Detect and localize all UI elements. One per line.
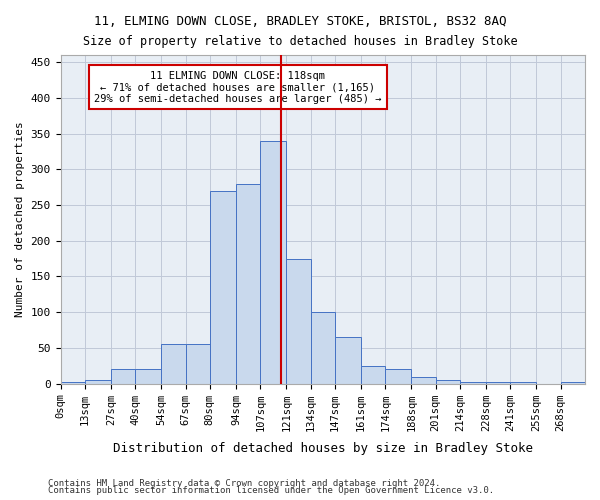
Bar [185,344,210,384]
Bar [385,370,412,384]
Text: Contains HM Land Registry data © Crown copyright and database right 2024.: Contains HM Land Registry data © Crown c… [48,478,440,488]
Bar [361,366,385,384]
Bar [135,370,161,384]
Bar [511,382,536,384]
Bar [85,380,111,384]
Text: Size of property relative to detached houses in Bradley Stoke: Size of property relative to detached ho… [83,35,517,48]
Bar [286,258,311,384]
Y-axis label: Number of detached properties: Number of detached properties [15,122,25,317]
Bar [260,140,286,384]
Text: 11 ELMING DOWN CLOSE: 118sqm
← 71% of detached houses are smaller (1,165)
29% of: 11 ELMING DOWN CLOSE: 118sqm ← 71% of de… [94,70,382,104]
Bar [561,382,585,384]
Text: 11, ELMING DOWN CLOSE, BRADLEY STOKE, BRISTOL, BS32 8AQ: 11, ELMING DOWN CLOSE, BRADLEY STOKE, BR… [94,15,506,28]
Bar [486,382,511,384]
Bar [210,191,236,384]
Bar [460,382,486,384]
Bar [161,344,185,384]
Text: Contains public sector information licensed under the Open Government Licence v3: Contains public sector information licen… [48,486,494,495]
Bar [335,337,361,384]
Bar [61,382,85,384]
X-axis label: Distribution of detached houses by size in Bradley Stoke: Distribution of detached houses by size … [113,442,533,455]
Bar [111,370,135,384]
Bar [311,312,335,384]
Bar [236,184,260,384]
Bar [436,380,460,384]
Bar [412,376,436,384]
